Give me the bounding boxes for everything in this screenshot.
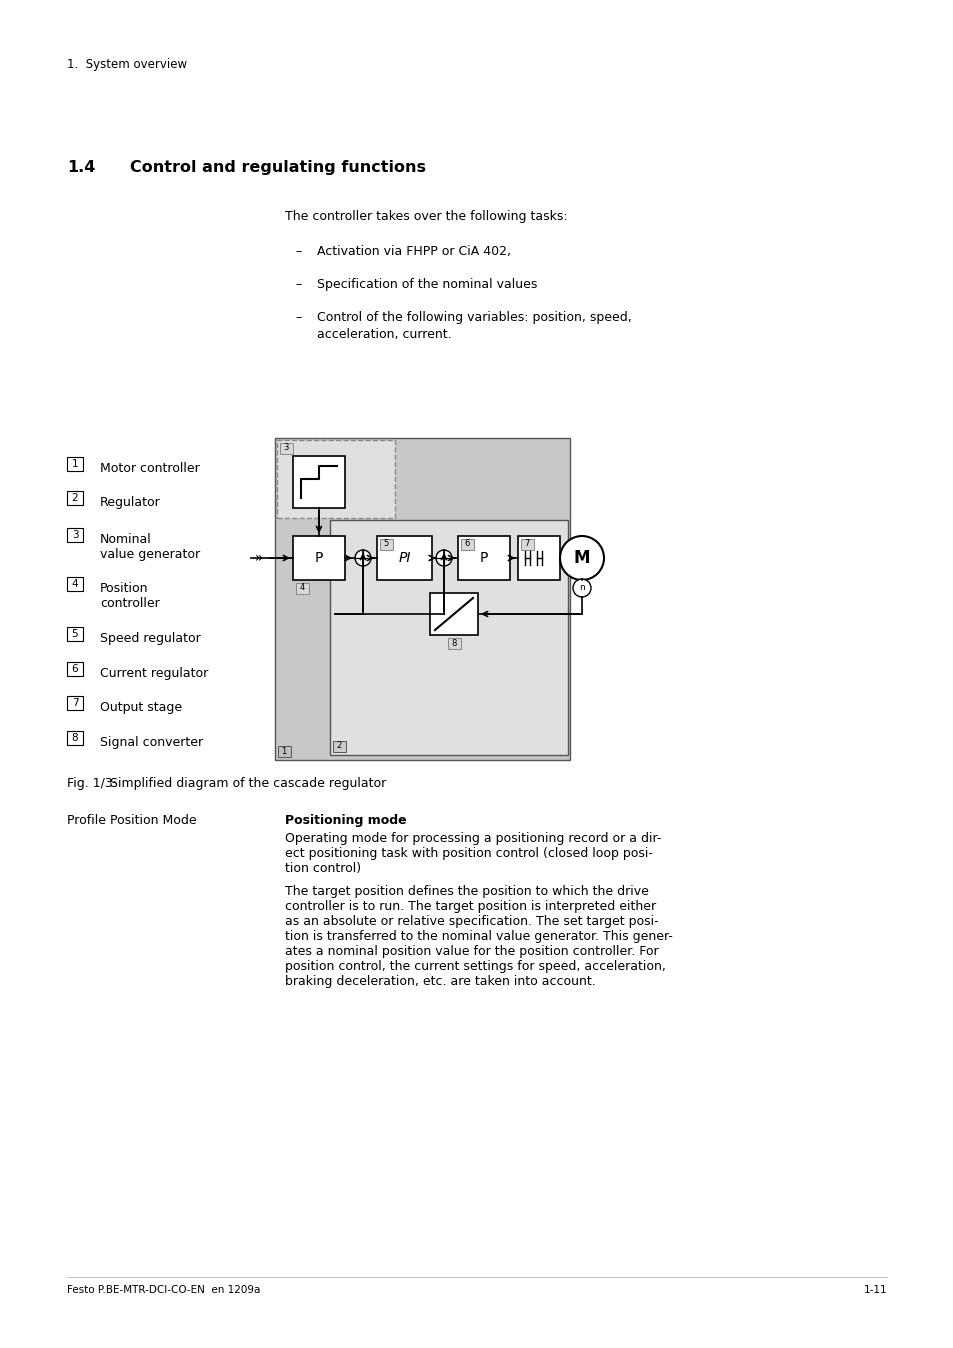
Bar bbox=[330, 520, 567, 755]
Circle shape bbox=[355, 550, 371, 566]
Text: Output stage: Output stage bbox=[100, 701, 182, 714]
Text: The controller takes over the following tasks:: The controller takes over the following … bbox=[285, 210, 567, 222]
Bar bbox=[293, 537, 345, 580]
Bar bbox=[457, 537, 510, 580]
Bar bbox=[67, 577, 83, 590]
Text: »: » bbox=[254, 551, 263, 565]
Text: PI: PI bbox=[397, 551, 411, 565]
Text: –: – bbox=[294, 245, 301, 257]
Bar bbox=[376, 537, 432, 580]
Text: position control, the current settings for speed, acceleration,: position control, the current settings f… bbox=[285, 960, 665, 973]
Text: braking deceleration, etc. are taken into account.: braking deceleration, etc. are taken int… bbox=[285, 975, 595, 988]
Circle shape bbox=[559, 537, 603, 580]
Bar bbox=[293, 456, 345, 508]
Text: P: P bbox=[479, 551, 488, 565]
Text: Profile Position Mode: Profile Position Mode bbox=[67, 814, 196, 828]
Bar bbox=[333, 741, 346, 752]
Text: tion is transferred to the nominal value generator. This gener-: tion is transferred to the nominal value… bbox=[285, 930, 672, 944]
Text: P: P bbox=[314, 551, 323, 565]
Circle shape bbox=[573, 580, 590, 597]
Bar bbox=[67, 662, 83, 675]
Text: Current regulator: Current regulator bbox=[100, 667, 208, 679]
Text: Simplified diagram of the cascade regulator: Simplified diagram of the cascade regula… bbox=[110, 776, 386, 790]
Text: Signal converter: Signal converter bbox=[100, 736, 203, 749]
Text: value generator: value generator bbox=[100, 549, 200, 561]
Bar bbox=[67, 696, 83, 710]
Bar bbox=[379, 539, 393, 550]
Text: 1: 1 bbox=[281, 747, 286, 755]
Text: Motor controller: Motor controller bbox=[100, 462, 199, 474]
Text: 3: 3 bbox=[71, 530, 78, 541]
Text: Control of the following variables: position, speed,
acceleration, current.: Control of the following variables: posi… bbox=[316, 311, 631, 341]
Bar bbox=[67, 457, 83, 470]
Text: Control and regulating functions: Control and regulating functions bbox=[130, 160, 426, 175]
Text: controller is to run. The target position is interpreted either: controller is to run. The target positio… bbox=[285, 900, 656, 913]
Text: Operating mode for processing a positioning record or a dir-: Operating mode for processing a position… bbox=[285, 832, 660, 845]
Text: –: – bbox=[294, 311, 301, 324]
Text: n: n bbox=[578, 584, 584, 593]
Text: as an absolute or relative specification. The set target posi-: as an absolute or relative specification… bbox=[285, 915, 658, 927]
Text: 8: 8 bbox=[71, 733, 78, 743]
Bar bbox=[280, 443, 293, 454]
Text: Regulator: Regulator bbox=[100, 496, 161, 510]
Bar bbox=[295, 582, 309, 594]
Text: Fig. 1/3:: Fig. 1/3: bbox=[67, 776, 117, 790]
Text: ates a nominal position value for the position controller. For: ates a nominal position value for the po… bbox=[285, 945, 658, 958]
Bar bbox=[517, 537, 559, 580]
Text: ect positioning task with position control (closed loop posi-: ect positioning task with position contr… bbox=[285, 847, 652, 860]
Text: 1.  System overview: 1. System overview bbox=[67, 58, 187, 71]
Bar bbox=[460, 539, 474, 550]
Text: 6: 6 bbox=[464, 539, 469, 549]
Text: M: M bbox=[573, 549, 590, 568]
Bar bbox=[67, 627, 83, 642]
Text: 4: 4 bbox=[71, 580, 78, 589]
Bar bbox=[448, 638, 460, 648]
Text: tion control): tion control) bbox=[285, 861, 361, 875]
Text: Position: Position bbox=[100, 582, 149, 594]
Text: 5: 5 bbox=[383, 539, 388, 549]
Text: 7: 7 bbox=[524, 539, 529, 549]
Text: Festo P.BE-MTR-DCI-CO-EN  en 1209a: Festo P.BE-MTR-DCI-CO-EN en 1209a bbox=[67, 1285, 260, 1295]
Circle shape bbox=[436, 550, 452, 566]
Text: Positioning mode: Positioning mode bbox=[285, 814, 406, 828]
Bar bbox=[277, 745, 291, 758]
Text: 1.4: 1.4 bbox=[67, 160, 95, 175]
Text: 2: 2 bbox=[71, 493, 78, 503]
Bar bbox=[520, 539, 534, 550]
Bar bbox=[67, 528, 83, 542]
Text: 5: 5 bbox=[71, 630, 78, 639]
Bar bbox=[430, 593, 477, 635]
Text: controller: controller bbox=[100, 597, 159, 611]
Text: –: – bbox=[294, 278, 301, 291]
Text: 7: 7 bbox=[71, 698, 78, 708]
Text: Speed regulator: Speed regulator bbox=[100, 632, 200, 644]
Text: Specification of the nominal values: Specification of the nominal values bbox=[316, 278, 537, 291]
Text: 2: 2 bbox=[336, 741, 341, 751]
Text: 3: 3 bbox=[283, 443, 289, 453]
Text: The target position defines the position to which the drive: The target position defines the position… bbox=[285, 886, 648, 898]
Bar bbox=[274, 438, 569, 760]
Text: 1-11: 1-11 bbox=[862, 1285, 886, 1295]
Text: Activation via FHPP or CiA 402,: Activation via FHPP or CiA 402, bbox=[316, 245, 511, 257]
Bar bbox=[67, 491, 83, 506]
Text: 6: 6 bbox=[71, 665, 78, 674]
Text: 4: 4 bbox=[299, 584, 304, 593]
Bar bbox=[67, 731, 83, 745]
Bar bbox=[276, 439, 395, 518]
Text: Nominal: Nominal bbox=[100, 532, 152, 546]
Text: 8: 8 bbox=[451, 639, 456, 647]
Text: 1: 1 bbox=[71, 460, 78, 469]
